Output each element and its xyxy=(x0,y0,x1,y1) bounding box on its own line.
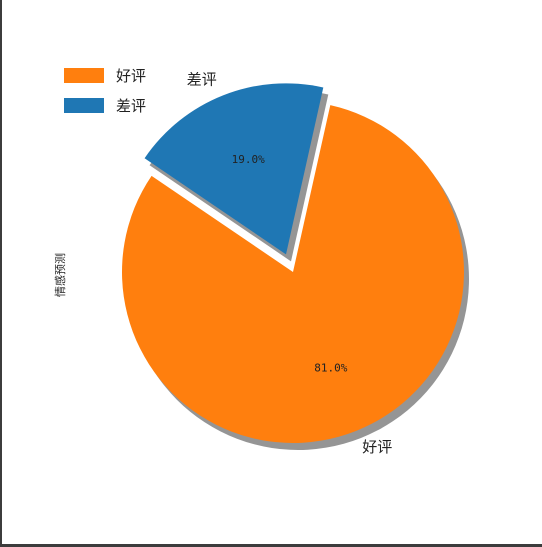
slice-pct-label-0: 81.0% xyxy=(314,361,347,374)
slice-pct-label-1: 19.0% xyxy=(232,153,265,166)
legend: 好评 差评 xyxy=(64,60,146,120)
legend-swatch-bad xyxy=(64,98,104,113)
legend-swatch-good xyxy=(64,68,104,83)
legend-label-good: 好评 xyxy=(116,65,146,86)
y-axis-label: 情感预测 xyxy=(52,253,68,297)
legend-label-bad: 差评 xyxy=(116,95,146,116)
legend-item-good: 好评 xyxy=(64,60,146,90)
slice-category-label-0: 好评 xyxy=(362,438,392,456)
slice-category-label-1: 差评 xyxy=(187,70,217,88)
legend-item-bad: 差评 xyxy=(64,90,146,120)
